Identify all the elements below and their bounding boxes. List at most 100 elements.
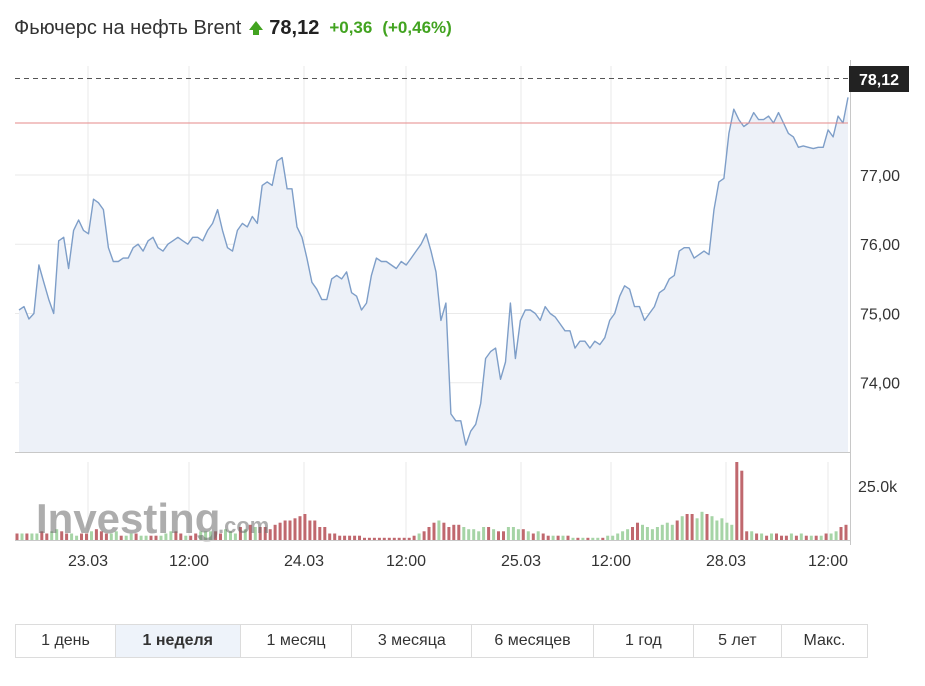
volume-bar <box>482 527 486 540</box>
volume-bar <box>387 537 391 540</box>
volume-bar <box>670 524 674 540</box>
investing-logo: Investing .com <box>36 495 269 542</box>
volume-bar <box>109 533 113 540</box>
volume-bar <box>238 527 242 540</box>
volume-bar <box>720 518 724 540</box>
up-arrow-icon <box>249 20 264 35</box>
volume-bar <box>353 535 357 540</box>
volume-bar <box>794 535 798 540</box>
volume-bar <box>809 535 813 540</box>
instrument-title: Фьючерс на нефть Brent <box>14 16 242 39</box>
period-button[interactable]: 3 месяца <box>352 625 473 657</box>
volume-bar <box>576 537 580 540</box>
period-button[interactable]: 5 лет <box>694 625 782 657</box>
volume-bar <box>402 537 406 540</box>
volume-bar <box>124 535 128 540</box>
volume-bar <box>392 537 396 540</box>
volume-bar <box>204 531 208 540</box>
volume-bar <box>447 527 451 540</box>
volume-bar <box>755 533 759 540</box>
volume-bar <box>253 527 257 540</box>
volume-bar <box>571 537 575 540</box>
volume-bar <box>829 533 833 540</box>
volume-bar <box>139 535 143 540</box>
x-tick-label: 23.03 <box>68 553 108 570</box>
volume-bar <box>611 535 615 540</box>
period-button[interactable]: 1 неделя <box>115 625 241 657</box>
volume-bar <box>626 529 630 540</box>
volume-bar <box>15 533 19 540</box>
price-tag-box <box>849 66 909 92</box>
price-change-percent: (+0,46%) <box>382 18 452 37</box>
volume-bar <box>25 533 29 540</box>
period-selector: 1 день 1 неделя 1 месяц 3 месяца 6 месяцев 1 … <box>15 624 868 658</box>
volume-bar <box>243 529 247 540</box>
volume-bar <box>839 527 843 540</box>
volume-bar <box>675 520 679 540</box>
volume-bar <box>224 529 227 540</box>
volume-bar <box>214 531 218 540</box>
volume-bar <box>437 520 441 540</box>
price-tag-label: 78,12 <box>859 72 899 89</box>
volume-bar <box>90 531 93 540</box>
volume-bar <box>685 514 689 540</box>
volume-bar <box>209 531 213 540</box>
price-chart[interactable]: Investing .com 74,00 75,00 76,00 77,00 23.03… <box>0 0 925 600</box>
x-tick-label: 24.03 <box>284 553 324 570</box>
volume-bar <box>412 535 416 540</box>
period-button[interactable]: 6 месяцев <box>472 625 594 657</box>
volume-bar <box>372 537 376 540</box>
volume-bar <box>551 535 555 540</box>
volume-bar <box>293 518 297 540</box>
volume-bar <box>144 535 148 540</box>
volume-bar <box>194 533 198 540</box>
volume-bar <box>467 529 471 540</box>
volume-bar <box>497 531 500 540</box>
volume-bar <box>367 537 371 540</box>
volume-bar <box>60 531 64 540</box>
volume-bar <box>268 529 272 540</box>
volume-bar <box>432 522 436 540</box>
volume-bar <box>700 511 704 540</box>
volume-bar <box>799 533 803 540</box>
volume-bar <box>134 533 138 540</box>
volume-bar <box>511 527 515 540</box>
volume-bar <box>70 533 74 540</box>
volume-bar <box>219 533 222 540</box>
period-button[interactable]: Макс. <box>803 632 846 649</box>
period-button[interactable]: 1 месяц <box>241 625 353 657</box>
volume-bar <box>725 522 729 540</box>
volume-bar <box>159 535 163 540</box>
volume-bar <box>308 520 312 540</box>
volume-bar <box>690 514 694 540</box>
volume-bar <box>745 531 749 540</box>
volume-bar <box>104 533 108 540</box>
period-button[interactable]: 1 день <box>16 625 116 657</box>
volume-bar <box>531 533 535 540</box>
volume-axis-label: 25.0k <box>858 479 898 496</box>
volume-bar <box>164 533 168 540</box>
volume-bar <box>705 514 709 540</box>
volume-bar <box>521 529 525 540</box>
volume-bar <box>740 470 744 540</box>
volume-bar <box>765 535 769 540</box>
volume-bar <box>710 516 714 540</box>
volume-bar <box>665 522 669 540</box>
volume-bar <box>348 535 352 540</box>
volume-bar <box>606 535 610 540</box>
volume-bar <box>631 527 634 540</box>
volume-bar <box>601 537 605 540</box>
volume-bar <box>457 524 461 540</box>
volume-bar <box>581 537 585 540</box>
volume-bar <box>487 527 491 540</box>
volume-bar <box>129 533 133 540</box>
last-price: 78,12 <box>269 16 320 39</box>
volume-bar <box>655 527 659 540</box>
logo-word: Investing <box>36 495 220 542</box>
y-tick-label: 77,00 <box>860 168 900 185</box>
period-button[interactable]: 1 год <box>594 625 694 657</box>
volume-bar <box>442 522 446 540</box>
volume-bar <box>804 535 808 540</box>
volume-bar <box>735 462 739 540</box>
volume-bar <box>382 537 386 540</box>
